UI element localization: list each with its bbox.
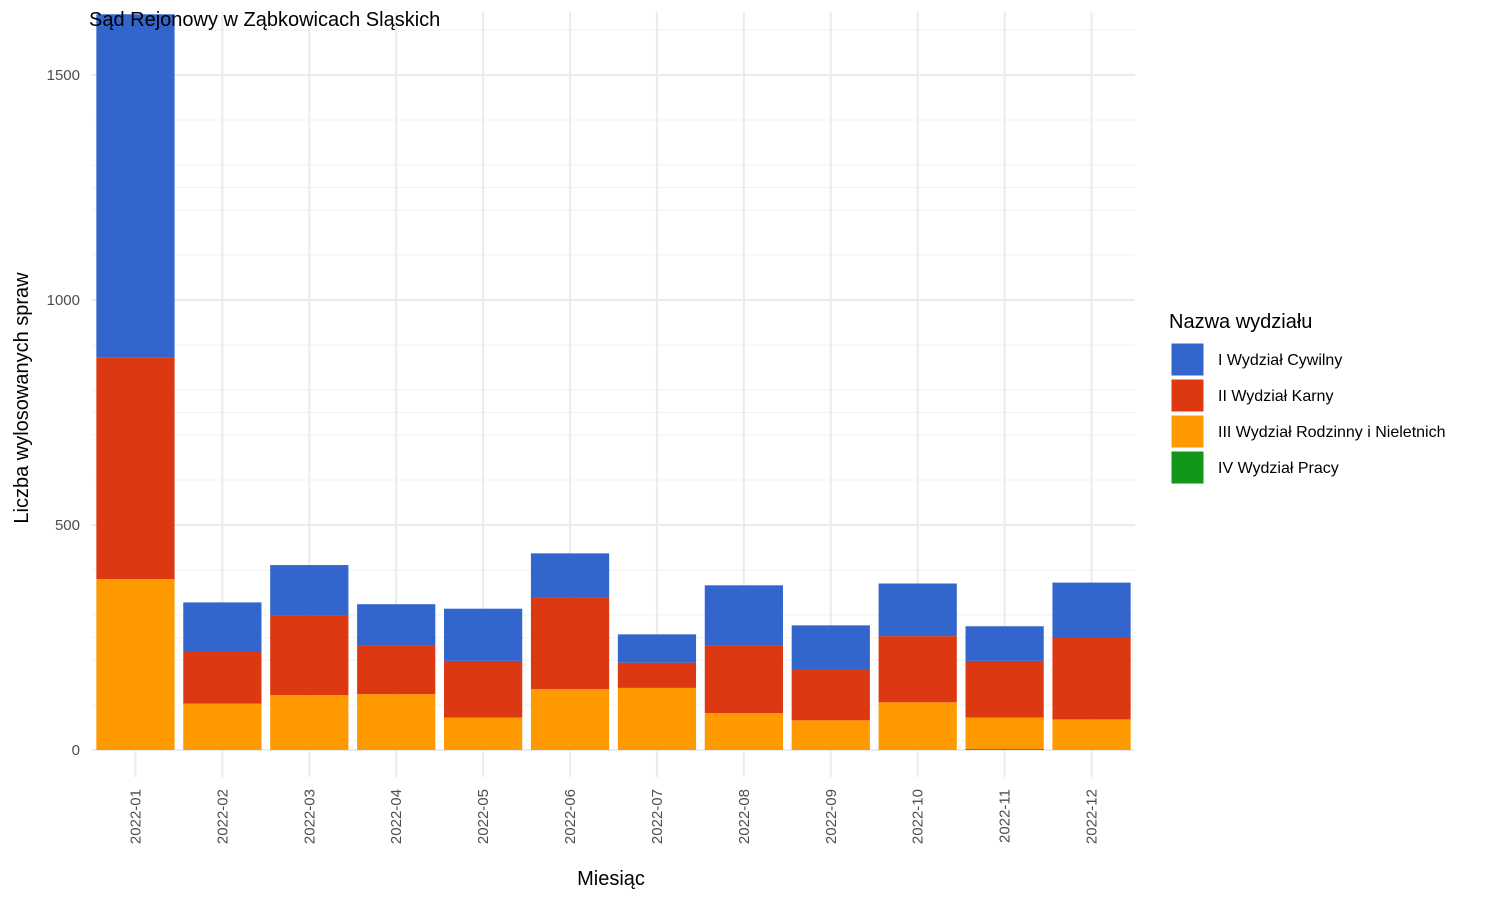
y-axis-title: Liczba wylosowanych spraw (11, 272, 33, 524)
bar-segment (1052, 719, 1131, 750)
bar-segment (357, 604, 436, 646)
bar-segment (791, 669, 870, 721)
x-tick-label: 2022-10 (910, 789, 927, 844)
x-tick-label: 2022-03 (301, 789, 318, 844)
bar-segment (444, 660, 523, 718)
bar-segment (704, 645, 783, 714)
legend-label: II Wydział Karny (1218, 388, 1333, 405)
x-tick-label: 2022-01 (127, 789, 144, 844)
bar-segment (704, 713, 783, 750)
bar-segment (530, 553, 610, 598)
bars (96, 14, 1131, 750)
legend-swatch (1170, 342, 1205, 377)
x-tick-label: 2022-09 (823, 789, 840, 844)
y-tick-label: 1500 (47, 67, 80, 84)
legend-label: IV Wydział Pracy (1218, 460, 1339, 477)
y-tick-label: 500 (55, 517, 80, 534)
x-tick-label: 2022-05 (475, 789, 492, 844)
bar-segment (617, 662, 697, 688)
bar-segment (183, 602, 262, 651)
bar-segment (704, 585, 783, 646)
bar-segment (965, 717, 1044, 750)
legend: Nazwa wydziału I Wydział Cywilny II Wydzi… (1169, 311, 1446, 485)
bar-segment (357, 645, 436, 695)
bar-segment (530, 689, 610, 750)
bar-segment (270, 565, 349, 616)
bar-segment (357, 694, 436, 750)
legend-swatch (1170, 450, 1205, 485)
bar-segment (270, 615, 349, 696)
y-axis: 0 500 1000 1500 (47, 67, 80, 759)
bar-segment (444, 717, 523, 750)
bar-segment (791, 625, 870, 669)
bar-segment (965, 626, 1044, 661)
bar-segment (183, 703, 262, 750)
bar-segment (530, 597, 610, 690)
legend-label: I Wydział Cywilny (1218, 352, 1342, 369)
chart-title: Sąd Rejonowy w Ząbkowicach Sląskich (89, 9, 440, 31)
bar-segment (965, 660, 1044, 718)
x-tick-label: 2022-06 (562, 789, 579, 844)
y-tick-label: 1000 (47, 292, 80, 309)
legend-title: Nazwa wydziału (1169, 311, 1312, 333)
legend-swatch (1170, 378, 1205, 413)
x-tick-label: 2022-02 (214, 789, 231, 844)
x-axis: 2022-01 2022-02 2022-03 2022-04 2022-05 2022-… (127, 789, 1100, 844)
legend-label: III Wydział Rodzinny i Nieletnich (1218, 424, 1446, 441)
bar-segment (965, 749, 1044, 750)
bar-segment (617, 687, 697, 750)
x-axis-title: Miesiąc (577, 868, 645, 890)
bar-segment (878, 702, 957, 750)
legend-swatch (1170, 414, 1205, 449)
x-tick-label: 2022-11 (997, 789, 1014, 843)
bar-segment (1052, 637, 1131, 720)
bar-segment (96, 14, 175, 358)
bar-segment (617, 634, 697, 663)
bar-segment (96, 357, 175, 579)
bar-segment (183, 651, 262, 704)
y-tick-label: 0 (72, 742, 80, 759)
x-tick-label: 2022-12 (1084, 789, 1101, 844)
bar-segment (878, 636, 957, 703)
bar-segment (270, 695, 349, 750)
x-tick-label: 2022-08 (736, 789, 753, 844)
x-tick-label: 2022-04 (388, 789, 405, 844)
bar-segment (791, 720, 870, 750)
bar-segment (444, 608, 523, 661)
bar-segment (1052, 582, 1131, 638)
bar-segment (96, 579, 175, 750)
x-tick-label: 2022-07 (649, 789, 666, 844)
bar-segment (878, 583, 957, 637)
